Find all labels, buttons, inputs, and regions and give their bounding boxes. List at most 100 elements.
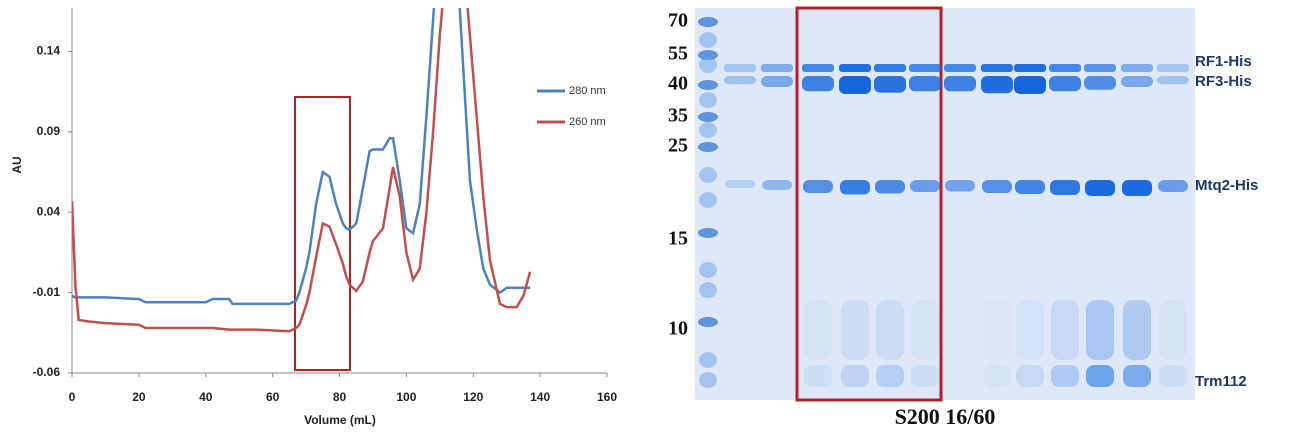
gel-band — [724, 76, 756, 85]
x-axis-label: Volume (mL) — [304, 413, 376, 427]
ladder-smear — [699, 282, 717, 298]
gel-band — [803, 180, 833, 193]
legend-label: 280 nm — [569, 85, 606, 97]
x-tick-label: 80 — [333, 390, 347, 404]
gel-band — [839, 76, 871, 94]
marker-label: 40 — [668, 73, 688, 95]
gel-band — [1157, 64, 1189, 72]
gel-smear — [911, 300, 939, 360]
y-tick-label: -0.06 — [33, 365, 61, 379]
marker-label: 35 — [668, 105, 688, 127]
x-tick-label: 100 — [396, 390, 416, 404]
ladder-band — [698, 17, 718, 27]
gel-band — [944, 64, 976, 72]
y-tick-label: 0.09 — [37, 124, 61, 138]
y-tick-label: 0.14 — [37, 44, 61, 58]
gel-band — [909, 76, 941, 92]
ladder-smear — [699, 192, 717, 208]
gel-band — [874, 76, 906, 93]
gel-band — [1121, 64, 1153, 72]
gel-band — [981, 64, 1013, 72]
gel-band — [1159, 365, 1187, 387]
ladder-band — [698, 50, 718, 60]
gel-band — [1051, 365, 1079, 387]
gel-band — [874, 64, 906, 72]
gel-band — [944, 76, 976, 92]
gel-band — [981, 76, 1013, 94]
gel-band — [1084, 64, 1116, 72]
gel-band — [1014, 76, 1046, 94]
gel-smear — [983, 300, 1011, 360]
band-label: RF3-His — [1195, 73, 1252, 90]
gel-smear — [841, 300, 869, 360]
gel-band — [910, 180, 940, 192]
gel-band — [1014, 64, 1046, 72]
gel-band — [1158, 180, 1188, 192]
legend-label: 260 nm — [569, 116, 606, 128]
gel-band — [982, 180, 1012, 193]
gel-band — [1084, 76, 1116, 90]
gel-band — [1015, 180, 1045, 194]
gel-band — [1157, 76, 1189, 85]
gel-band — [911, 365, 939, 387]
gel-smear — [804, 300, 832, 360]
gel-band — [761, 64, 793, 72]
x-tick-label: 40 — [199, 390, 213, 404]
chromatogram: AU Volume (mL) -0.06 -0.01 0.04 0.09 0.14 0 20… — [10, 8, 617, 427]
gel-smear — [1159, 300, 1187, 360]
gel-smear — [1123, 300, 1151, 360]
gel-band — [1016, 365, 1044, 387]
ladder-smear — [699, 262, 717, 278]
ladder-band — [698, 142, 718, 152]
x-tick-label: 60 — [266, 390, 280, 404]
ladder-band — [698, 112, 718, 122]
gel-band — [875, 180, 905, 194]
gel-smear — [1016, 300, 1044, 360]
x-tick-label: 120 — [463, 390, 483, 404]
ladder-smear — [699, 32, 717, 48]
gel-image: S200 16/60 70 55 40 35 25 15 10 RF1-His RF3-His M… — [668, 6, 1258, 429]
gel-smear — [1086, 300, 1114, 360]
gel-band — [804, 365, 832, 387]
y-tick-label: -0.01 — [33, 285, 61, 299]
marker-label: 15 — [668, 228, 688, 250]
gel-band — [802, 76, 834, 92]
gel-band — [1049, 76, 1081, 92]
ladder-smear — [699, 352, 717, 368]
marker-label: 10 — [668, 318, 688, 340]
gel-band — [1049, 64, 1081, 72]
x-tick-label: 20 — [132, 390, 146, 404]
gel-band — [876, 365, 904, 387]
gel-band — [840, 180, 870, 195]
y-tick-label: 0.04 — [37, 204, 61, 218]
data-line — [72, 8, 532, 333]
y-axis-label: AU — [10, 156, 24, 173]
x-tick-label: 140 — [530, 390, 550, 404]
marker-label: 55 — [668, 43, 688, 65]
gel-band — [725, 180, 755, 188]
gel-band — [909, 64, 941, 72]
gel-smear — [1051, 300, 1079, 360]
ladder-smear — [699, 122, 717, 138]
gel-band — [762, 180, 792, 190]
ladder-smear — [699, 92, 717, 108]
ladder-band — [698, 317, 718, 327]
x-tick-label: 160 — [597, 390, 617, 404]
ladder-smear — [699, 372, 717, 388]
gel-band — [1122, 180, 1152, 196]
highlight-box — [294, 96, 351, 371]
gel-band — [945, 180, 975, 192]
gel-band — [724, 64, 756, 72]
gel-band — [1121, 76, 1153, 87]
gel-band — [1050, 180, 1080, 195]
gel-band — [1123, 365, 1151, 387]
gel-band — [983, 365, 1011, 387]
gel-smear — [876, 300, 904, 360]
gel-band — [1086, 365, 1114, 387]
gel-band — [839, 64, 871, 72]
ladder-smear — [699, 57, 717, 73]
data-line — [72, 8, 531, 306]
gel-band — [1085, 180, 1115, 196]
marker-label: 70 — [668, 10, 688, 32]
